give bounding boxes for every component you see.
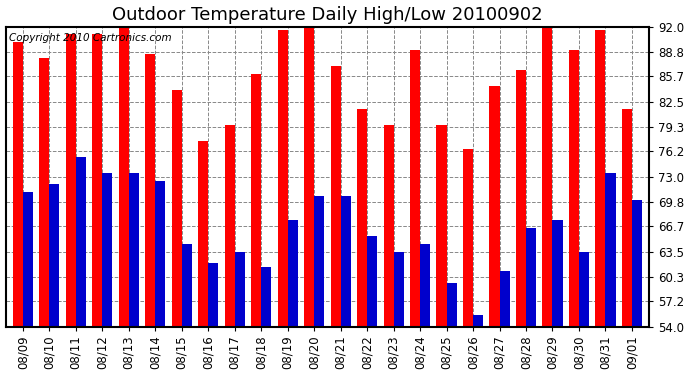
Bar	[288, 220, 297, 327]
Bar	[76, 157, 86, 327]
Bar	[367, 236, 377, 327]
Bar	[410, 50, 420, 327]
Bar	[277, 30, 288, 327]
Bar	[172, 90, 181, 327]
Bar	[314, 196, 324, 327]
Bar	[92, 34, 102, 327]
Bar	[420, 244, 430, 327]
Bar	[129, 172, 139, 327]
Bar	[446, 283, 457, 327]
Bar	[181, 244, 192, 327]
Bar	[261, 267, 271, 327]
Bar	[622, 110, 632, 327]
Bar	[579, 252, 589, 327]
Bar	[357, 110, 367, 327]
Bar	[102, 172, 112, 327]
Bar	[251, 74, 261, 327]
Bar	[119, 27, 129, 327]
Bar	[225, 125, 235, 327]
Bar	[235, 252, 245, 327]
Text: Copyright 2010 Cartronics.com: Copyright 2010 Cartronics.com	[9, 33, 171, 42]
Bar	[463, 149, 473, 327]
Bar	[66, 34, 76, 327]
Bar	[473, 315, 483, 327]
Bar	[12, 42, 23, 327]
Bar	[500, 272, 510, 327]
Bar	[23, 192, 33, 327]
Bar	[553, 220, 562, 327]
Bar	[489, 86, 500, 327]
Bar	[198, 141, 208, 327]
Bar	[393, 252, 404, 327]
Bar	[595, 30, 605, 327]
Bar	[605, 172, 615, 327]
Bar	[341, 196, 351, 327]
Bar	[145, 54, 155, 327]
Bar	[526, 228, 536, 327]
Bar	[632, 200, 642, 327]
Title: Outdoor Temperature Daily High/Low 20100902: Outdoor Temperature Daily High/Low 20100…	[112, 6, 542, 24]
Bar	[208, 264, 218, 327]
Bar	[155, 180, 166, 327]
Bar	[516, 70, 526, 327]
Bar	[542, 27, 553, 327]
Bar	[49, 184, 59, 327]
Bar	[331, 66, 341, 327]
Bar	[384, 125, 393, 327]
Bar	[569, 50, 579, 327]
Bar	[39, 58, 49, 327]
Bar	[304, 25, 314, 327]
Bar	[437, 125, 446, 327]
